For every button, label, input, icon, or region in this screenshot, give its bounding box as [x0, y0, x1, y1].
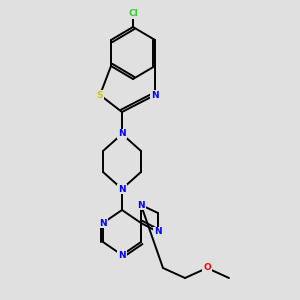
Text: N: N — [151, 91, 159, 100]
Text: N: N — [154, 227, 162, 236]
Text: O: O — [203, 263, 211, 272]
Text: N: N — [99, 218, 107, 227]
Text: N: N — [118, 250, 126, 260]
Text: N: N — [137, 200, 145, 209]
Text: S: S — [97, 91, 103, 100]
Text: Cl: Cl — [128, 10, 138, 19]
Text: N: N — [118, 184, 126, 194]
Text: N: N — [118, 130, 126, 139]
